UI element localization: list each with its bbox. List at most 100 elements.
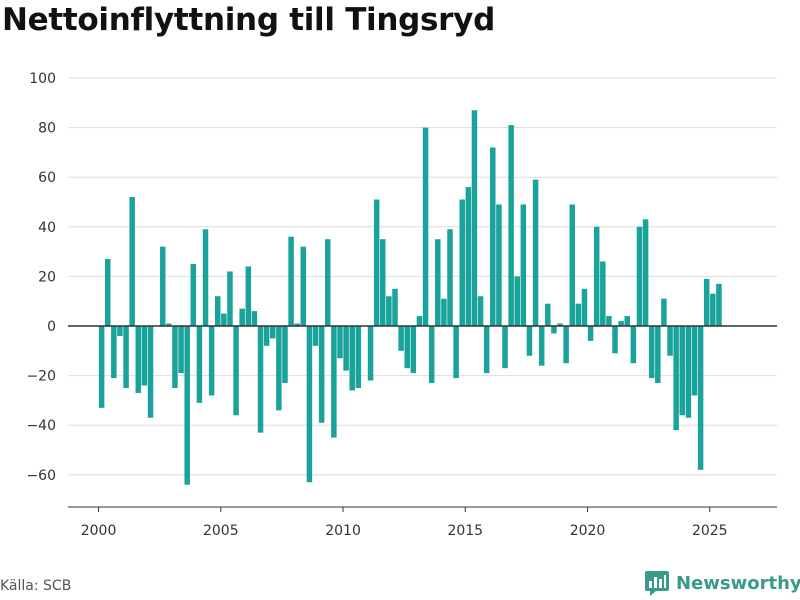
bar — [490, 147, 496, 326]
bar — [710, 293, 716, 326]
bar — [538, 326, 545, 366]
bar — [630, 326, 637, 364]
bar — [367, 326, 374, 381]
bar — [288, 236, 294, 326]
bar — [551, 326, 557, 334]
bar — [508, 125, 514, 327]
bar — [300, 246, 307, 326]
bar — [123, 326, 129, 388]
bar — [349, 326, 355, 391]
bar — [569, 204, 575, 326]
source-note: Källa: SCB — [0, 578, 72, 594]
newsworthy-logo-icon — [645, 571, 669, 596]
y-tick-label: 100 — [29, 71, 56, 87]
brand-name: Newsworthy — [676, 572, 800, 594]
bar — [557, 323, 563, 326]
bar — [343, 326, 349, 371]
y-tick-label: −20 — [26, 369, 56, 385]
bar — [642, 219, 649, 326]
chart-title: Nettoinflyttning till Tingsryd — [2, 2, 495, 38]
x-tick-label: 2010 — [325, 523, 361, 539]
bar — [496, 204, 502, 326]
bar — [325, 239, 331, 326]
gridlines — [68, 77, 777, 476]
bar — [612, 326, 618, 354]
bar — [257, 326, 264, 433]
bar — [593, 226, 600, 326]
bar — [563, 326, 569, 364]
bar — [184, 326, 190, 485]
bar — [221, 313, 227, 326]
y-tick-label: 60 — [38, 170, 56, 186]
bar — [483, 326, 490, 374]
bar — [208, 326, 215, 396]
y-tick-label: 0 — [47, 319, 56, 335]
bar — [270, 326, 276, 339]
bar — [526, 326, 533, 356]
bar — [318, 326, 325, 423]
bar — [453, 326, 459, 379]
bar — [459, 199, 465, 326]
bar — [600, 261, 606, 326]
bar — [624, 316, 630, 326]
bar — [202, 229, 209, 326]
bar — [178, 326, 184, 374]
bar — [441, 298, 447, 326]
bar — [514, 276, 520, 326]
bar — [691, 326, 698, 396]
bar — [245, 266, 252, 326]
bar — [355, 326, 362, 388]
bar — [190, 264, 197, 326]
bar — [447, 229, 453, 326]
bar — [98, 326, 105, 408]
x-tick-label: 2005 — [203, 523, 239, 539]
bar — [172, 326, 178, 388]
brand[interactable]: Newsworthy — [644, 570, 800, 596]
bar — [392, 288, 398, 326]
bar — [111, 326, 117, 379]
bar — [465, 187, 472, 326]
bars — [98, 110, 722, 485]
bar — [410, 326, 417, 374]
bar — [312, 326, 319, 346]
bar — [196, 326, 203, 403]
bar — [294, 323, 300, 326]
bar — [471, 110, 478, 327]
bar — [141, 326, 148, 386]
bar — [667, 326, 673, 356]
y-tick-labels: 100 80 60 40 20 0 −20 −40 −60 — [26, 71, 56, 484]
bar — [716, 283, 722, 326]
bar — [104, 259, 111, 326]
bar — [404, 326, 410, 369]
bar — [477, 296, 484, 326]
bar — [337, 326, 343, 359]
bar — [435, 239, 441, 326]
y-tick-label: −40 — [26, 418, 56, 434]
bar — [159, 246, 166, 326]
bar — [227, 271, 233, 326]
bar — [386, 296, 392, 326]
bar — [655, 326, 661, 384]
bar — [703, 278, 710, 326]
bar — [587, 326, 594, 341]
bar — [215, 296, 221, 326]
bar — [251, 311, 258, 326]
y-tick-label: 80 — [38, 121, 56, 137]
bar — [331, 326, 337, 438]
bar — [117, 326, 123, 336]
y-tick-label: 40 — [38, 220, 56, 236]
bar — [581, 288, 588, 326]
bar — [685, 326, 692, 418]
bar — [380, 239, 386, 326]
bar — [147, 326, 154, 418]
bar — [545, 303, 551, 326]
x-tick-label: 2000 — [81, 523, 117, 539]
bar — [233, 326, 239, 416]
bar — [697, 326, 704, 470]
bar — [239, 308, 245, 326]
bar — [373, 199, 380, 326]
y-tick-label: 20 — [38, 269, 56, 285]
bar — [398, 326, 404, 351]
bar — [648, 326, 655, 379]
